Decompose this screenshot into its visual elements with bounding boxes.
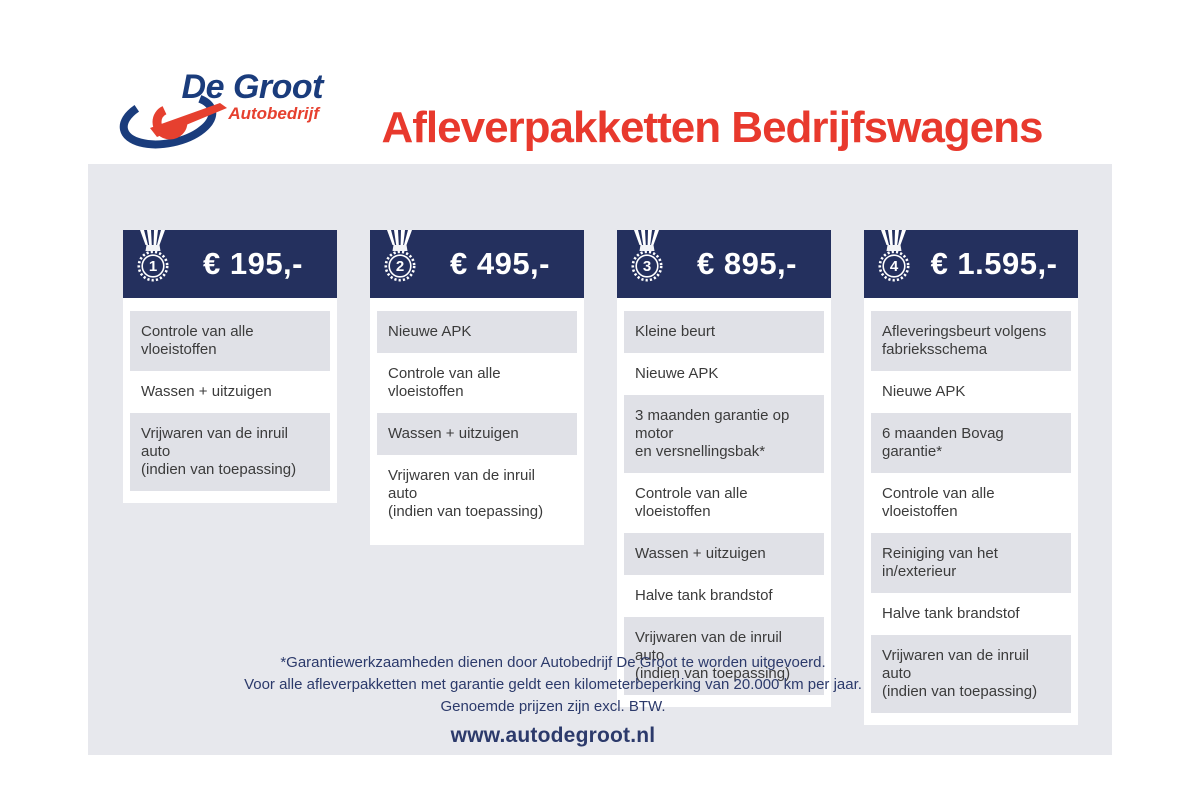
medal-icon: 1 — [137, 230, 169, 282]
package-header: 3 € 895,- — [617, 230, 831, 298]
package-item: Wassen + uitzuigen — [141, 383, 272, 400]
medal-icon: 4 — [878, 230, 910, 282]
package-items: Kleine beurt Nieuwe APK 3 maanden garantie… — [617, 298, 831, 707]
page-title: Afleverpakketten Bedrijfswagens — [381, 103, 1043, 153]
package-item: 3 maanden garantie op motor en versnelli… — [624, 395, 824, 473]
package-item: 6 maanden Bovag garantie* — [871, 413, 1071, 473]
package-item: Kleine beurt — [624, 311, 824, 353]
package-item: Reiniging van het in/exterieur — [871, 533, 1071, 593]
package-price: € 895,- — [696, 246, 797, 281]
package-header: 4 € 1.595,- — [864, 230, 1078, 298]
medal-icon: 3 — [631, 230, 663, 282]
package-item: Vrijwaren van de inruil auto (indien van… — [388, 467, 544, 520]
package-card: 4 € 1.595,- Afleveringsbeurt volgens fabri… — [864, 230, 1078, 725]
package-item: Nieuwe APK — [635, 365, 719, 382]
package-price: € 1.595,- — [930, 246, 1058, 281]
package-price: € 195,- — [202, 246, 303, 281]
package-item: Afleveringsbeurt volgens fabrieksschema — [871, 311, 1071, 371]
flyer: De Groot Autobedrijf Afleverpakketten Be… — [88, 16, 1112, 784]
package-item: Nieuwe APK — [377, 311, 577, 353]
brand-logo: De Groot Autobedrijf — [110, 60, 340, 155]
package-item: Vrijwaren van de inruil auto (indien van… — [871, 635, 1071, 713]
package-item: Controle van alle vloeistoffen — [130, 311, 330, 371]
package-card: 2 € 495,- Nieuwe APK Controle van alle vloe… — [370, 230, 584, 545]
medal-number: 4 — [890, 258, 899, 275]
package-item: Vrijwaren van de inruil auto (indien van… — [624, 617, 824, 695]
website-link[interactable]: www.autodegroot.nl — [450, 724, 656, 747]
package-header: 2 € 495,- — [370, 230, 584, 298]
header: De Groot Autobedrijf Afleverpakketten Be… — [88, 16, 1112, 164]
brand-subtitle: Autobedrijf — [228, 104, 319, 123]
medal-number: 3 — [643, 258, 651, 275]
package-item: Nieuwe APK — [882, 383, 966, 400]
package-cards: 1 € 195,- Controle van alle vloeistoffen Wa… — [123, 230, 1078, 725]
brand-swoosh-icon — [119, 91, 227, 149]
package-item: Wassen + uitzuigen — [624, 533, 824, 575]
package-item: Vrijwaren van de inruil auto (indien van… — [130, 413, 330, 491]
package-item: Halve tank brandstof — [882, 605, 1020, 622]
package-card: 1 € 195,- Controle van alle vloeistoffen Wa… — [123, 230, 337, 503]
footnote-line: *Garantiewerkzaamheden dienen door Autob… — [280, 654, 826, 671]
footer-notes: *Garantiewerkzaamheden dienen door Autob… — [41, 652, 1065, 718]
package-price: € 495,- — [449, 246, 550, 281]
footnote-line: Voor alle afleverpakketten met garantie … — [244, 676, 862, 693]
footnote-line: Genoemde prijzen zijn excl. BTW. — [440, 698, 666, 715]
package-header: 1 € 195,- — [123, 230, 337, 298]
package-item: Wassen + uitzuigen — [377, 413, 577, 455]
package-item: Halve tank brandstof — [635, 587, 773, 604]
medal-icon: 2 — [384, 230, 416, 282]
package-card: 3 € 895,- Kleine beurt Nieuwe APK 3 maanden … — [617, 230, 831, 707]
medal-number: 2 — [396, 258, 404, 275]
package-item: Controle van alle vloeistoffen — [388, 365, 501, 400]
brand-name: De Groot — [181, 68, 324, 106]
package-items: Afleveringsbeurt volgens fabrieksschema N… — [864, 298, 1078, 725]
package-items: Controle van alle vloeistoffen Wassen + u… — [123, 298, 337, 503]
package-item: Controle van alle vloeistoffen — [635, 485, 748, 520]
medal-number: 1 — [149, 258, 157, 275]
package-item: Controle van alle vloeistoffen — [882, 485, 995, 520]
package-items: Nieuwe APK Controle van alle vloeistoffen… — [370, 298, 584, 545]
content-panel: 1 € 195,- Controle van alle vloeistoffen Wa… — [88, 164, 1112, 755]
